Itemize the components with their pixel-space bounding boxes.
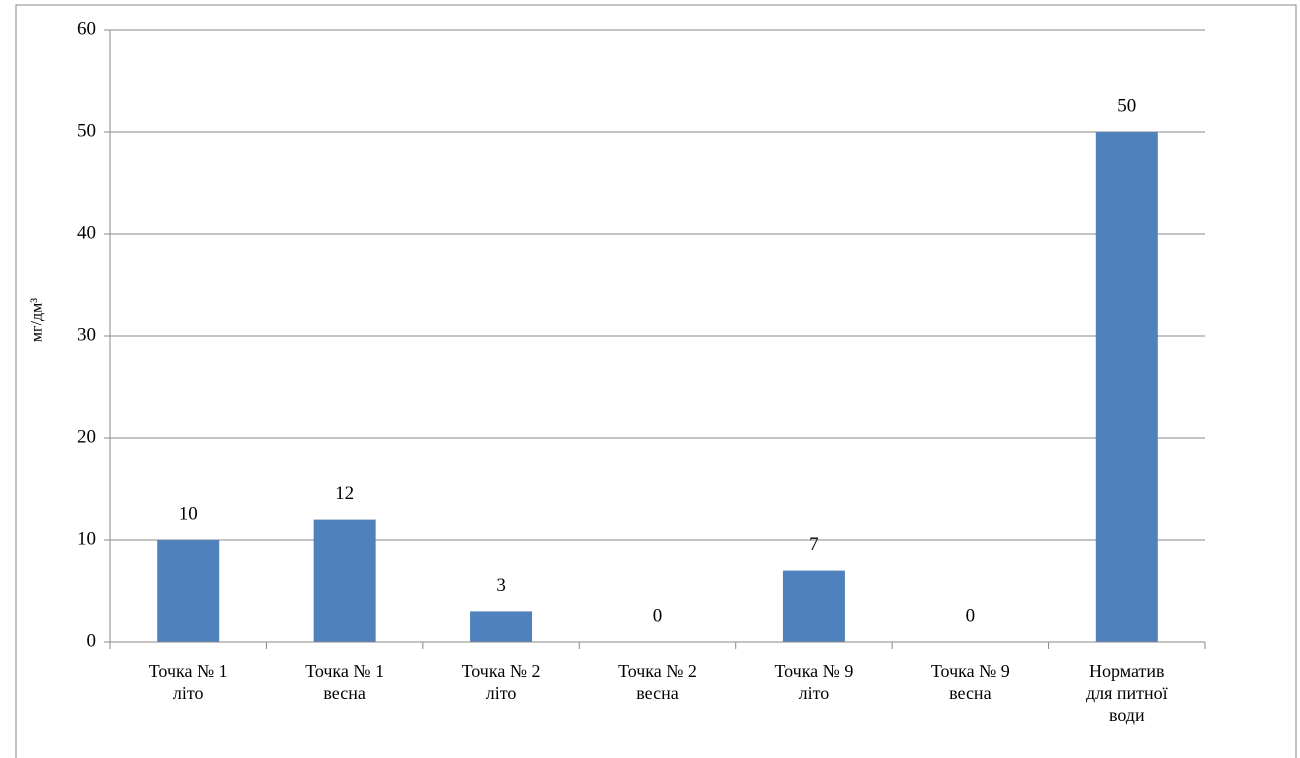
bar — [470, 611, 533, 642]
data-label: 10 — [179, 503, 198, 524]
data-label: 7 — [809, 534, 819, 555]
y-tick-label: 50 — [77, 120, 96, 141]
x-tick-label: Точка № 2 літо — [461, 661, 541, 703]
x-tick-label: Точка № 9 весна — [930, 661, 1010, 703]
x-tick-label: Точка № 1 весна — [305, 661, 385, 703]
x-tick-label: Точка № 9 літо — [774, 661, 854, 703]
y-axis-label: мг/дм³ — [29, 298, 46, 342]
y-tick-label: 30 — [77, 324, 96, 345]
chart-frame — [15, 4, 1297, 758]
y-tick-label: 20 — [77, 426, 96, 447]
data-label: 0 — [966, 605, 976, 626]
bar — [313, 519, 376, 642]
x-tick-label: Норматив для питної води — [1085, 661, 1168, 725]
x-tick-label: Точка № 2 весна — [618, 661, 697, 703]
bar — [1095, 132, 1158, 642]
data-label: 12 — [335, 483, 354, 504]
data-label: 3 — [496, 575, 506, 596]
y-tick-label: 0 — [87, 630, 97, 651]
data-label: 50 — [1117, 95, 1136, 116]
bar — [782, 570, 845, 642]
y-tick-label: 40 — [77, 222, 96, 243]
y-tick-label: 60 — [77, 18, 96, 39]
y-tick-label: 10 — [77, 528, 96, 549]
x-tick-label: Точка № 1 літо — [148, 661, 228, 703]
bar — [157, 540, 220, 642]
data-label: 0 — [653, 605, 663, 626]
